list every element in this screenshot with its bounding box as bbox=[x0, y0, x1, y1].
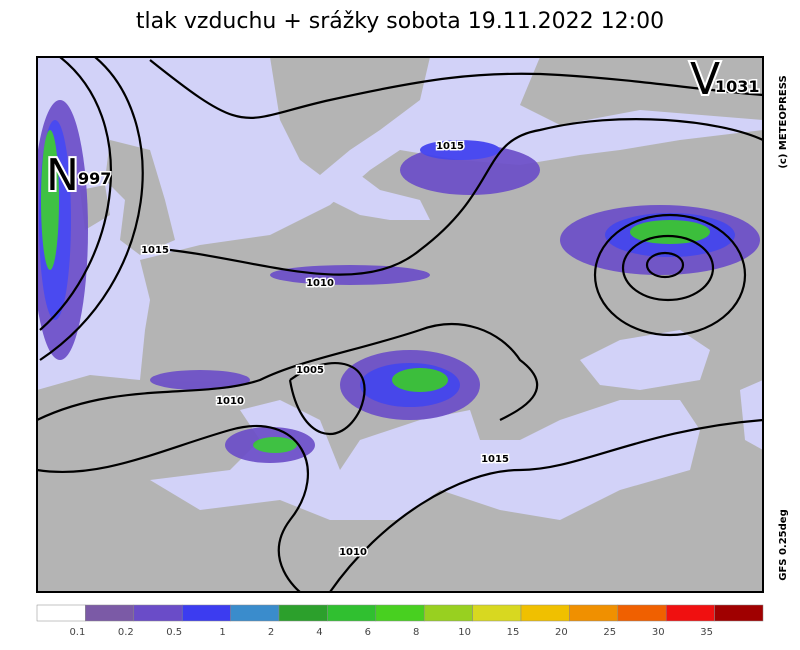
isobar-label: 1010 bbox=[339, 547, 367, 558]
colorbar-label: 0.2 bbox=[118, 627, 134, 638]
colorbar-swatch bbox=[278, 604, 328, 622]
low-center: N bbox=[46, 150, 79, 201]
title: tlak vzduchu + srážky sobota 19.11.2022 … bbox=[136, 9, 664, 34]
colorbar-label: 4 bbox=[316, 627, 322, 638]
colorbar-label: 25 bbox=[603, 627, 616, 638]
colorbar-label: 20 bbox=[555, 627, 568, 638]
high-center: V bbox=[690, 54, 720, 105]
map-frame bbox=[36, 56, 764, 593]
colorbar-label: 8 bbox=[413, 627, 419, 638]
colorbar-swatch bbox=[327, 604, 377, 622]
black-sea bbox=[580, 330, 710, 390]
northeast-land bbox=[520, 57, 763, 125]
baltic-sea bbox=[330, 175, 430, 220]
colorbar-label: 0.1 bbox=[69, 627, 85, 638]
colorbar-swatch bbox=[520, 604, 570, 622]
colorbar-label: 1 bbox=[219, 627, 225, 638]
caspian-sea bbox=[740, 380, 763, 450]
colorbar: 0.1 0.2 0.5 1 2 4 6 8 10 15 20 25 30 35 bbox=[36, 604, 764, 638]
isobar-label: 1015 bbox=[141, 245, 169, 256]
colorbar-label: 35 bbox=[700, 627, 713, 638]
credit: (c) METEOPRESS bbox=[778, 75, 789, 168]
colorbar-swatch bbox=[230, 604, 280, 622]
colorbar-swatch bbox=[181, 604, 231, 622]
isobar-label: 1010 bbox=[216, 396, 244, 407]
isobar-label: 1005 bbox=[296, 365, 324, 376]
high-center-value: 1031 bbox=[715, 77, 760, 96]
isobar-label: 1015 bbox=[481, 454, 509, 465]
colorbar-swatch bbox=[375, 604, 425, 622]
colorbar-swatch bbox=[569, 604, 619, 622]
colorbar-label: 0.5 bbox=[166, 627, 182, 638]
model-label: GFS 0.25deg bbox=[778, 509, 789, 581]
colorbar-label: 10 bbox=[458, 627, 471, 638]
isobar-label: 1015 bbox=[436, 141, 464, 152]
colorbar-label: 6 bbox=[365, 627, 371, 638]
colorbar-swatch bbox=[36, 604, 86, 622]
colorbar-swatch bbox=[472, 604, 522, 622]
colorbar-swatch bbox=[665, 604, 715, 622]
colorbar-swatch bbox=[133, 604, 183, 622]
isobars bbox=[37, 57, 763, 592]
great-britain bbox=[105, 140, 175, 255]
colorbar-swatch bbox=[617, 604, 667, 622]
isobar-label: 1010 bbox=[306, 278, 334, 289]
low-center-value: 997 bbox=[78, 169, 111, 188]
colorbar-swatch bbox=[423, 604, 473, 622]
map: 1015 1015 1010 1005 1010 1015 1010 N 997… bbox=[37, 54, 763, 592]
colorbar-label: 30 bbox=[652, 627, 665, 638]
colorbar-swatch bbox=[714, 604, 764, 622]
colorbar-label: 2 bbox=[268, 627, 274, 638]
colorbar-swatch bbox=[85, 604, 135, 622]
colorbar-label: 15 bbox=[507, 627, 520, 638]
